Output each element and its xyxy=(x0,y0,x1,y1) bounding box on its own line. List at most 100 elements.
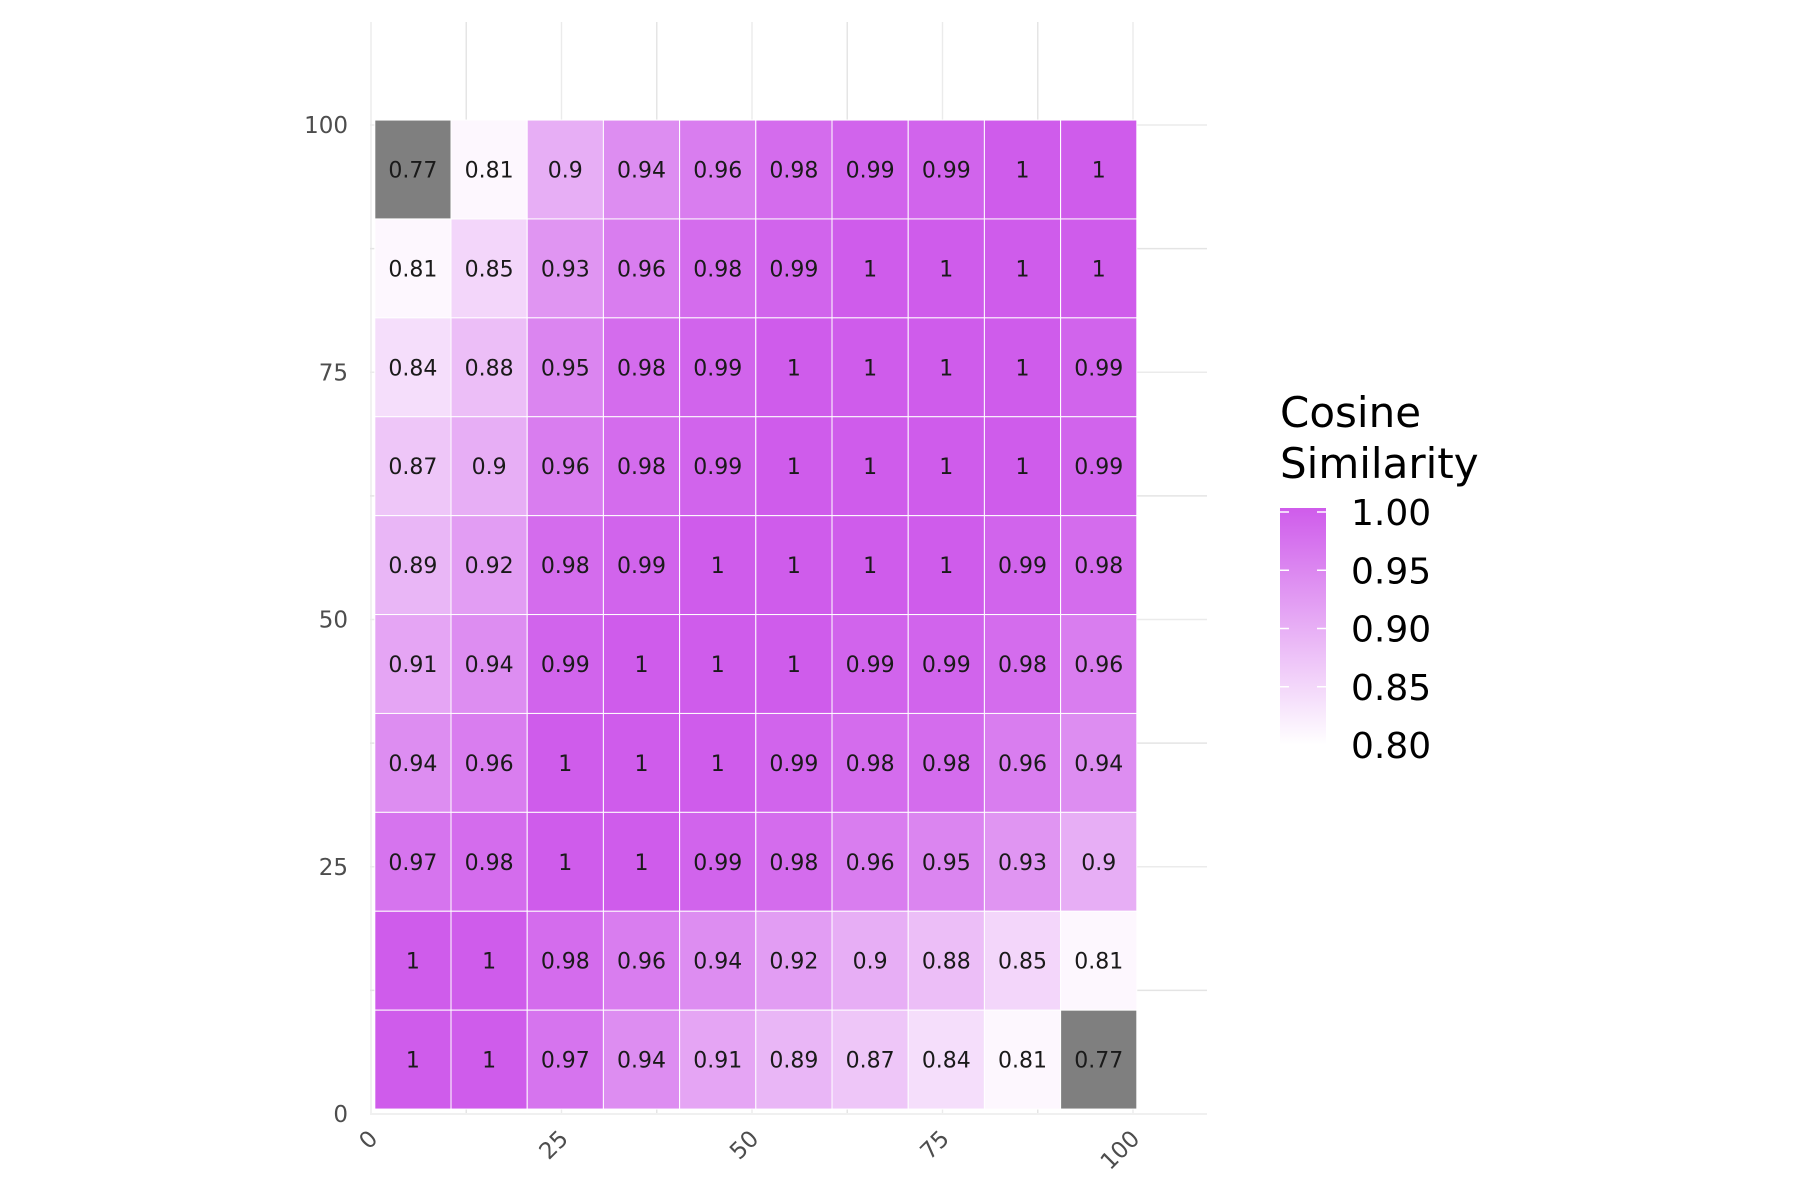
heatmap-cell xyxy=(831,910,909,1011)
cell-value-label: 1 xyxy=(787,554,801,579)
cell-value-label: 0.95 xyxy=(541,356,590,381)
heatmap-cell xyxy=(831,1009,909,1110)
cell-value-label: 0.99 xyxy=(846,159,895,184)
heatmap-cell xyxy=(679,1009,757,1110)
cell-value-label: 0.99 xyxy=(1074,356,1123,381)
cell-value-label: 0.92 xyxy=(769,950,818,975)
legend: Cosine Similarity 1.00 0.95 0.90 0.85 0.80 xyxy=(1280,388,1479,767)
cell-value-label: 0.99 xyxy=(541,653,590,678)
cell-value-label: 0.99 xyxy=(922,653,971,678)
cell-value-label: 0.81 xyxy=(1074,950,1123,975)
heatmap-cell xyxy=(602,218,681,319)
heatmap-cell xyxy=(907,910,985,1011)
heatmap-cell xyxy=(679,515,757,616)
legend-tick-label: 1.00 xyxy=(1351,493,1431,534)
cell-value-label: 0.99 xyxy=(769,257,818,282)
heatmap-cell xyxy=(1060,811,1138,912)
cell-value-label: 0.97 xyxy=(541,1049,590,1074)
cell-value-label: 0.98 xyxy=(846,752,895,777)
heatmap-cell xyxy=(831,317,909,418)
heatmap-cell xyxy=(831,218,909,319)
heatmap-cell xyxy=(831,515,909,616)
cell-value-label: 0.99 xyxy=(998,554,1047,579)
heatmap-cell xyxy=(755,218,833,319)
cell-value-label: 0.96 xyxy=(693,159,742,184)
cell-value-label: 0.97 xyxy=(388,851,437,876)
cell-value-label: 1 xyxy=(939,554,953,579)
heatmap-cell xyxy=(450,515,528,616)
heatmap-cell xyxy=(831,614,909,714)
x-tick-label: 100 xyxy=(1096,1126,1145,1175)
cell-labels: 0.77 0.81 0.9 0.94 0.96 0.98 0.99 0.99 1 1 0.81 0.8… xyxy=(388,159,1123,1074)
cell-value-label: 0.89 xyxy=(388,554,437,579)
y-tick-label: 25 xyxy=(319,855,348,881)
y-tick-label: 0 xyxy=(333,1102,348,1128)
heatmap-cell xyxy=(1060,515,1138,616)
heatmap-cell xyxy=(374,1009,452,1110)
cell-value-label: 0.96 xyxy=(617,257,666,282)
heatmap-cell xyxy=(374,317,452,418)
cell-value-label: 1 xyxy=(939,257,953,282)
cell-value-label: 0.99 xyxy=(922,159,971,184)
heatmap-cell xyxy=(907,119,985,220)
legend-tick-label: 0.90 xyxy=(1351,610,1431,651)
cell-value-label: 0.9 xyxy=(853,950,888,975)
cell-value-label: 0.89 xyxy=(769,1049,818,1074)
heatmap-cell xyxy=(450,811,528,912)
cell-value-label: 0.93 xyxy=(541,257,590,282)
cell-value-label: 1 xyxy=(787,455,801,480)
cell-value-label: 0.98 xyxy=(998,653,1047,678)
cell-value-label: 0.88 xyxy=(465,356,514,381)
heatmap-cell xyxy=(526,119,604,220)
cell-value-label: 1 xyxy=(939,356,953,381)
cell-value-label: 0.92 xyxy=(465,554,514,579)
heatmap-cell xyxy=(983,712,1062,813)
heatmap-cell xyxy=(679,910,757,1011)
cell-value-label: 1 xyxy=(635,653,649,678)
y-tick-label: 50 xyxy=(319,608,348,634)
heatmap-cell xyxy=(983,1009,1062,1110)
cell-value-label: 0.85 xyxy=(998,950,1047,975)
cell-value-label: 0.77 xyxy=(388,159,437,184)
heatmap-cell xyxy=(374,910,452,1011)
cell-value-label: 0.99 xyxy=(693,356,742,381)
cell-value-label: 0.94 xyxy=(465,653,514,678)
cell-value-label: 0.84 xyxy=(388,356,437,381)
heatmap-cell xyxy=(450,614,528,714)
cell-value-label: 0.99 xyxy=(693,455,742,480)
heatmap-cells xyxy=(374,119,1138,1110)
heatmap-cell xyxy=(602,712,681,813)
heatmap-cell xyxy=(450,712,528,813)
heatmap-cell xyxy=(526,218,604,319)
heatmap-cell xyxy=(602,317,681,418)
cell-value-label: 1 xyxy=(1016,356,1030,381)
cell-value-label: 0.9 xyxy=(1081,851,1116,876)
heatmap-cell xyxy=(983,218,1062,319)
cell-value-label: 0.88 xyxy=(922,950,971,975)
cell-value-label: 1 xyxy=(482,950,496,975)
heatmap-cell xyxy=(602,1009,681,1110)
cell-value-label: 1 xyxy=(939,455,953,480)
cell-value-label: 1 xyxy=(635,752,649,777)
heatmap-cell xyxy=(755,416,833,517)
cell-value-label: 1 xyxy=(1016,257,1030,282)
cell-value-label: 0.98 xyxy=(1074,554,1123,579)
legend-colorbar xyxy=(1280,508,1326,745)
legend-tick-label: 0.80 xyxy=(1351,726,1431,767)
cell-value-label: 0.91 xyxy=(388,653,437,678)
heatmap-cell xyxy=(1060,1009,1138,1110)
cell-value-label: 0.85 xyxy=(465,257,514,282)
cell-value-label: 1 xyxy=(711,653,725,678)
heatmap-cell xyxy=(1060,712,1138,813)
cell-value-label: 1 xyxy=(482,1049,496,1074)
cell-value-label: 1 xyxy=(787,653,801,678)
cell-value-label: 0.94 xyxy=(388,752,437,777)
cell-value-label: 0.96 xyxy=(541,455,590,480)
x-axis: 0 25 50 75 100 xyxy=(355,1126,1146,1175)
cell-value-label: 0.95 xyxy=(922,851,971,876)
cell-value-label: 0.99 xyxy=(693,851,742,876)
heatmap-cell xyxy=(450,416,528,517)
heatmap-cell xyxy=(907,712,985,813)
heatmap-cell xyxy=(450,1009,528,1110)
